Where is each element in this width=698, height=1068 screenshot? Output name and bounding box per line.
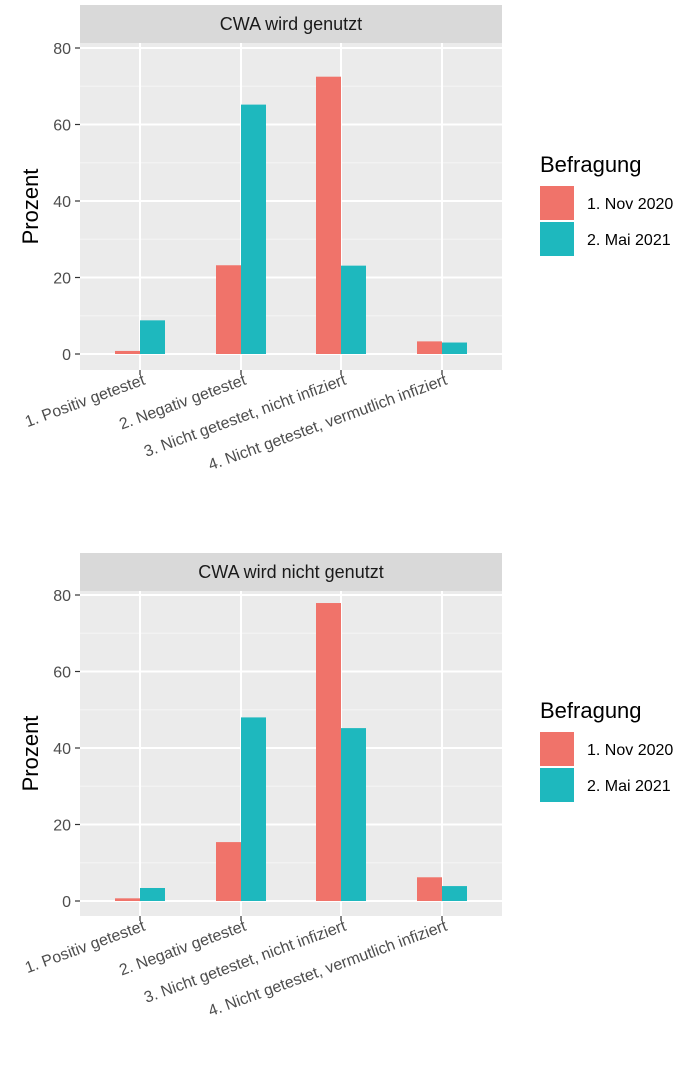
- panel-strip: [80, 5, 502, 43]
- bar-mai-2021: [442, 342, 467, 354]
- bar-nov-2020: [216, 842, 241, 901]
- bar-mai-2021: [341, 728, 366, 901]
- bar-nov-2020: [115, 898, 140, 901]
- y-axis-title: Prozent: [18, 169, 43, 245]
- legend-key: [540, 768, 574, 802]
- panel-strip: [80, 553, 502, 591]
- bar-mai-2021: [442, 886, 467, 901]
- bar-mai-2021: [241, 717, 266, 901]
- legend-title: Befragung: [540, 698, 642, 723]
- y-tick-label: 0: [62, 894, 71, 911]
- bar-nov-2020: [316, 76, 341, 354]
- bar-nov-2020: [316, 603, 341, 901]
- bar-nov-2020: [216, 265, 241, 354]
- plot-background: [80, 591, 502, 916]
- panel-title: CWA wird genutzt: [220, 14, 362, 34]
- y-tick-label: 80: [53, 41, 71, 58]
- y-tick-label: 60: [53, 665, 71, 682]
- y-tick-label: 20: [53, 818, 71, 835]
- legend-label: 1. Nov 2020: [587, 196, 673, 213]
- panel-title: CWA wird nicht genutzt: [198, 562, 383, 582]
- legend-key: [540, 222, 574, 256]
- legend: Befragung 1. Nov 2020 2. Mai 2021: [540, 152, 673, 256]
- bar-mai-2021: [241, 104, 266, 354]
- y-tick-label: 80: [53, 588, 71, 605]
- legend-label: 2. Mai 2021: [587, 778, 671, 795]
- y-tick-label: 60: [53, 118, 71, 135]
- y-tick-label: 40: [53, 741, 71, 758]
- y-axis-title: Prozent: [18, 716, 43, 792]
- legend-title: Befragung: [540, 152, 642, 177]
- legend-key: [540, 186, 574, 220]
- y-tick-label: 20: [53, 271, 71, 288]
- bar-mai-2021: [140, 887, 165, 901]
- legend: Befragung 1. Nov 2020 2. Mai 2021: [540, 698, 673, 802]
- y-tick-label: 0: [62, 347, 71, 364]
- bar-nov-2020: [115, 350, 140, 354]
- legend-label: 1. Nov 2020: [587, 742, 673, 759]
- chart-panel-2: CWA wird nicht genutzt 0 20 40 60 80 Prozent 1.…: [18, 553, 673, 1020]
- legend-key: [540, 732, 574, 766]
- bar-mai-2021: [341, 265, 366, 354]
- legend-label: 2. Mai 2021: [587, 232, 671, 249]
- bar-nov-2020: [417, 341, 442, 354]
- y-tick-label: 40: [53, 194, 71, 211]
- bar-mai-2021: [140, 320, 165, 354]
- bar-nov-2020: [417, 877, 442, 901]
